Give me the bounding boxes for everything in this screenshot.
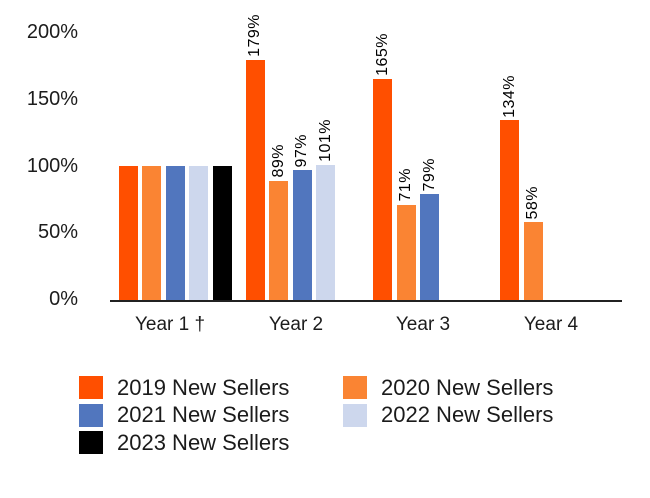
legend-swatch — [343, 403, 367, 427]
y-axis-tick-label: 50% — [37, 221, 78, 244]
bar-series-0-cat-1 — [245, 60, 265, 300]
bar-series-2-cat-1 — [292, 170, 312, 300]
x-axis-line — [110, 300, 622, 302]
bar-series-2-cat-0 — [165, 166, 185, 300]
legend-item: 2021 New Sellers — [79, 402, 290, 427]
bar-value-label: 89% — [269, 144, 287, 178]
y-axis-tick-label: 0% — [49, 288, 78, 310]
bar-series-3-cat-1 — [316, 164, 336, 300]
bar-series-1-cat-1 — [269, 180, 289, 300]
bar-value-label: 101% — [316, 118, 334, 162]
legend-label: 2019 New Sellers — [117, 374, 290, 400]
legend-swatch — [79, 376, 103, 399]
legend-item: 2023 New Sellers — [79, 429, 290, 455]
bar-series-0-cat-3 — [500, 120, 520, 300]
x-axis-category-label: Year 2 — [268, 314, 324, 335]
bar-series-2-cat-2 — [420, 194, 440, 300]
legend-swatch — [79, 431, 103, 454]
bar-value-label: 71% — [397, 168, 415, 202]
bar-value-label: 165% — [373, 32, 391, 76]
x-axis-category-label: Year 4 — [523, 314, 579, 335]
y-axis-tick-label: 200% — [26, 21, 78, 43]
bar-value-label: 79% — [420, 157, 438, 192]
legend-label: 2023 New Sellers — [117, 429, 290, 455]
legend-swatch — [79, 403, 103, 427]
bar-value-label: 97% — [293, 133, 311, 168]
bar-series-1-cat-0 — [142, 166, 161, 300]
y-axis-tick-label: 100% — [26, 154, 78, 177]
bar-value-label: 58% — [524, 185, 542, 220]
legend-item: 2019 New Sellers — [79, 374, 290, 400]
y-axis-tick-label: 150% — [26, 87, 78, 110]
x-axis-category-label: Year 1 † — [134, 314, 206, 335]
legend-label: 2020 New Sellers — [381, 374, 554, 400]
bar-series-1-cat-2 — [396, 204, 416, 300]
bar-series-0-cat-0 — [118, 166, 138, 300]
legend-label: 2021 New Sellers — [117, 402, 290, 427]
legend-item: 2022 New Sellers — [343, 402, 554, 427]
legend-item: 2020 New Sellers — [343, 374, 554, 400]
bar-series-1-cat-3 — [523, 222, 543, 300]
bar-series-3-cat-0 — [189, 166, 208, 300]
bar-series-4-cat-0 — [212, 166, 232, 300]
legend-label: 2022 New Sellers — [381, 402, 554, 427]
bar-series-0-cat-2 — [373, 78, 393, 300]
bar-value-label: 134% — [500, 74, 518, 118]
legend-swatch — [343, 376, 367, 399]
bar-value-label: 179% — [246, 14, 264, 58]
x-axis-category-label: Year 3 — [395, 314, 451, 335]
